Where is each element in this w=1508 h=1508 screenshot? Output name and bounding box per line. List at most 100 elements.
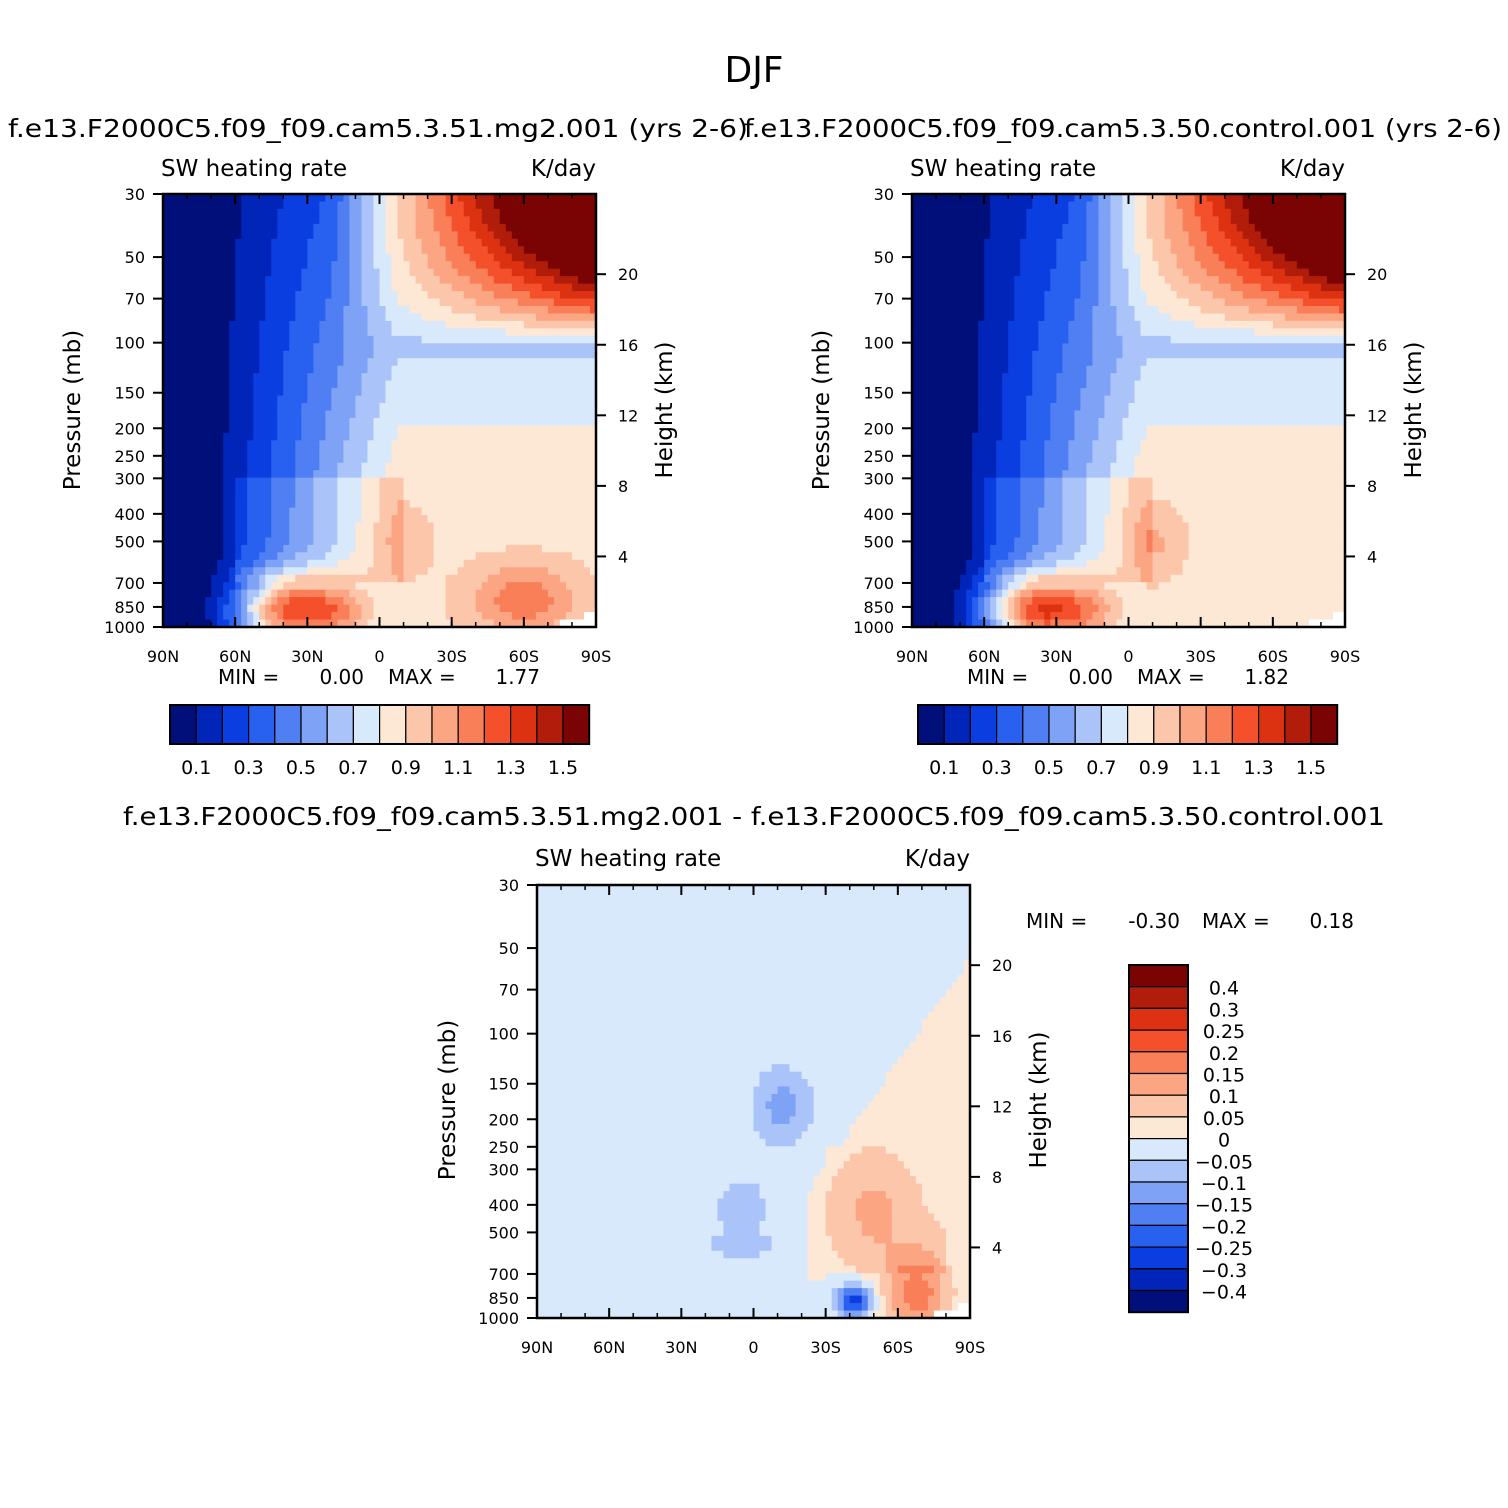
heatmap-cell	[205, 567, 212, 576]
heatmap-cell	[409, 246, 417, 255]
heatmap-cell	[319, 544, 326, 553]
heatmap-cell	[241, 477, 248, 486]
heatmap-cell	[205, 216, 212, 225]
heatmap-cell	[415, 455, 423, 464]
heatmap-cell	[265, 365, 272, 374]
heatmap-cell	[445, 567, 453, 576]
heatmap-cell	[415, 432, 423, 441]
heatmap-cell	[445, 440, 453, 449]
heatmap-cell	[529, 440, 537, 449]
heatmap-cell	[984, 253, 991, 262]
heatmap-cell	[193, 477, 200, 486]
heatmap-cell	[397, 455, 405, 464]
heatmap-cell	[517, 313, 525, 322]
heatmap-cell	[511, 365, 519, 374]
heatmap-cell	[547, 380, 555, 389]
heatmap-cell	[439, 507, 447, 516]
heatmap-cell	[367, 537, 375, 546]
heatmap-cell	[433, 500, 441, 509]
heatmap-cell	[487, 328, 495, 337]
heatmap-cell	[565, 194, 573, 203]
heatmap-cell	[505, 410, 513, 419]
heatmap-cell	[373, 410, 381, 419]
heatmap-cell	[1320, 253, 1328, 262]
heatmap-cell	[427, 544, 435, 553]
heatmap-cell	[361, 350, 369, 359]
heatmap-cell	[187, 410, 194, 419]
heatmap-cell	[553, 403, 561, 412]
heatmap-cell	[505, 283, 513, 292]
heatmap-cell	[379, 589, 387, 598]
heatmap-cell	[427, 455, 435, 464]
heatmap-cell	[1158, 261, 1166, 270]
heatmap-cell	[1158, 231, 1166, 240]
heatmap-cell	[1128, 201, 1136, 210]
heatmap-cell	[379, 440, 387, 449]
heatmap-cell	[517, 515, 525, 524]
heatmap-cell	[1074, 216, 1081, 225]
heatmap-cell	[571, 425, 579, 434]
heatmap-cell	[373, 604, 381, 613]
heatmap-cell	[313, 537, 320, 546]
heatmap-cell	[217, 373, 224, 382]
heatmap-cell	[319, 537, 326, 546]
heatmap-cell	[259, 223, 266, 232]
heatmap-cell	[199, 201, 206, 210]
heatmap-cell	[433, 604, 441, 613]
heatmap-cell	[241, 335, 248, 344]
heatmap-cell	[1038, 261, 1045, 270]
heatmap-cell	[217, 582, 224, 591]
heatmap-cell	[271, 455, 278, 464]
heatmap-cell	[487, 365, 495, 374]
heatmap-cell	[481, 537, 489, 546]
heatmap-cell	[445, 447, 453, 456]
heatmap-cell	[319, 201, 326, 210]
heatmap-cell	[271, 619, 278, 628]
heatmap-cell	[451, 268, 459, 277]
heatmap-cell	[589, 403, 597, 412]
heatmap-cell	[301, 283, 308, 292]
heatmap-cell	[175, 462, 182, 471]
heatmap-cell	[379, 283, 387, 292]
heatmap-cell	[547, 276, 555, 285]
heatmap-cell	[553, 216, 561, 225]
heatmap-cell	[505, 619, 513, 628]
y-tick-label: 70	[125, 290, 145, 309]
heatmap-cell	[493, 589, 501, 598]
heatmap-cell	[445, 298, 453, 307]
heatmap-cell	[349, 395, 357, 404]
heatmap-cell	[367, 447, 375, 456]
heatmap-cell	[481, 298, 489, 307]
heatmap-cell	[1122, 223, 1130, 232]
heatmap-cell	[181, 238, 188, 247]
heatmap-cell	[589, 291, 597, 300]
heatmap-cell	[331, 589, 338, 598]
heatmap-cell	[493, 223, 501, 232]
heatmap-cell	[223, 574, 230, 583]
heatmap-cell	[451, 231, 459, 240]
heatmap-cell	[355, 380, 363, 389]
heatmap-cell	[457, 335, 465, 344]
heatmap-cell	[253, 447, 260, 456]
heatmap-cell	[343, 417, 351, 427]
heatmap-cell	[163, 619, 170, 628]
heatmap-cell	[475, 313, 483, 322]
heatmap-cell	[559, 455, 567, 464]
heatmap-cell	[1026, 238, 1033, 247]
heatmap-cell	[289, 320, 296, 329]
heatmap-cell	[337, 470, 345, 479]
heatmap-cell	[409, 492, 417, 501]
heatmap-cell	[439, 328, 447, 337]
heatmap-cell	[583, 567, 591, 576]
heatmap-cell	[457, 261, 465, 270]
heatmap-cell	[1272, 238, 1280, 247]
heatmap-cell	[469, 276, 477, 285]
heatmap-cell	[277, 544, 284, 553]
heatmap-cell	[529, 589, 537, 598]
heatmap-cell	[535, 612, 543, 621]
heatmap-cell	[271, 320, 278, 329]
heatmap-cell	[421, 522, 429, 531]
heatmap-cell	[529, 223, 537, 232]
heatmap-cell	[481, 343, 489, 352]
heatmap-cell	[439, 305, 447, 315]
